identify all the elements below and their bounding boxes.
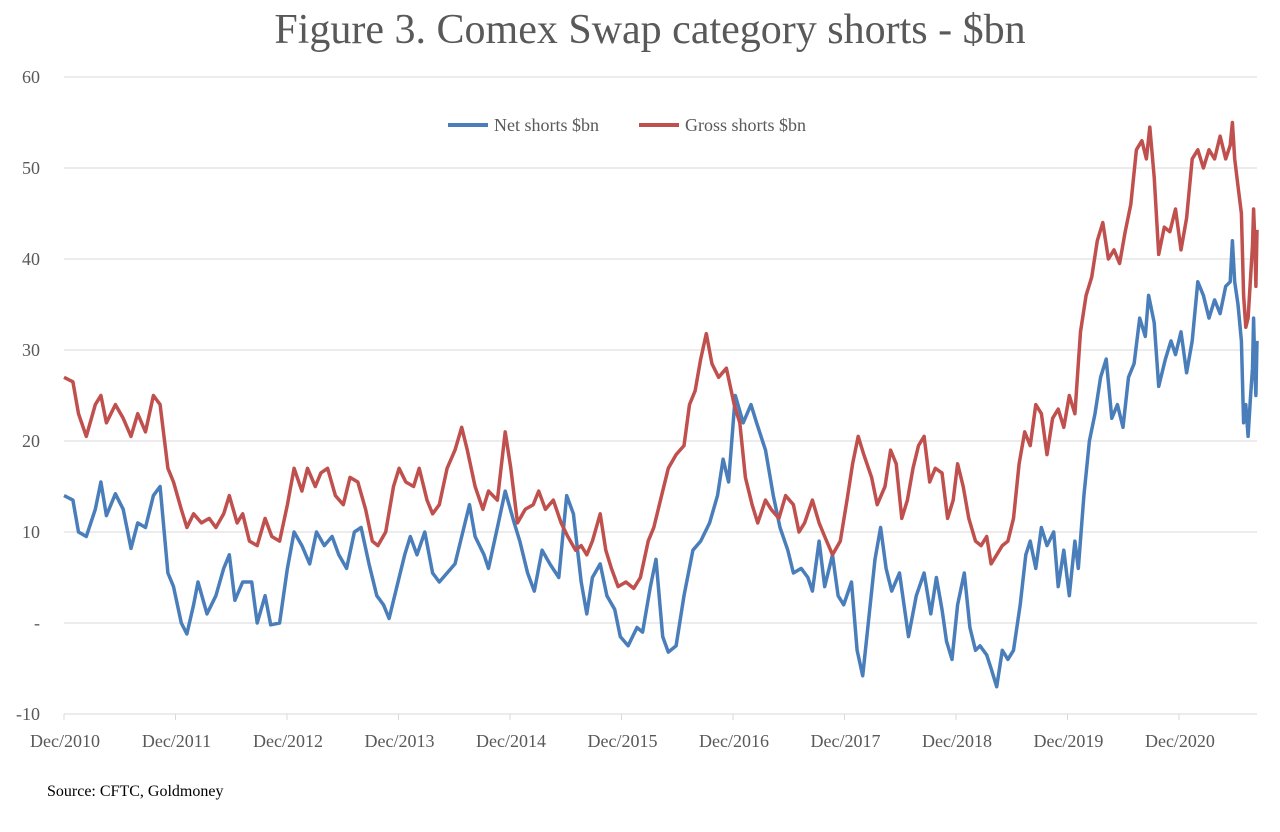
series-line-gross-shorts [63,120,1259,591]
x-tick-label: Dec/2017 [810,731,880,751]
y-tick-label: 30 [22,340,40,360]
y-tick-label: -10 [16,704,40,724]
x-tick-label: Dec/2016 [699,731,769,751]
x-tick-label: Dec/2012 [253,731,323,751]
x-tick-label: Dec/2014 [476,731,546,751]
series-line-net-shorts [63,239,1259,689]
x-tick-label: Dec/2019 [1033,731,1103,751]
x-tick-label: Dec/2013 [364,731,434,751]
chart-title: Figure 3. Comex Swap category shorts - $… [274,7,1025,53]
y-tick-label: - [34,613,40,633]
legend: Net shorts $bn Gross shorts $bn [448,115,806,135]
y-tick-label: 20 [22,431,40,451]
x-tick-label: Dec/2015 [587,731,657,751]
legend-label: Gross shorts $bn [685,115,806,135]
y-tick-label: 60 [22,67,40,87]
y-tick-label: 40 [22,249,40,269]
y-tick-label: 10 [22,522,40,542]
legend-label: Net shorts $bn [494,115,599,135]
series-lines [63,120,1259,689]
x-tick-label: Dec/2018 [922,731,992,751]
x-tick-label: Dec/2010 [30,731,100,751]
y-tick-label: 50 [22,158,40,178]
source-note: Source: CFTC, Goldmoney [47,783,223,800]
x-axis: Dec/2010 Dec/2011 Dec/2012 Dec/2013 Dec/2014… [30,713,1257,751]
x-tick-label: Dec/2011 [142,731,211,751]
x-tick-label: Dec/2020 [1145,731,1215,751]
